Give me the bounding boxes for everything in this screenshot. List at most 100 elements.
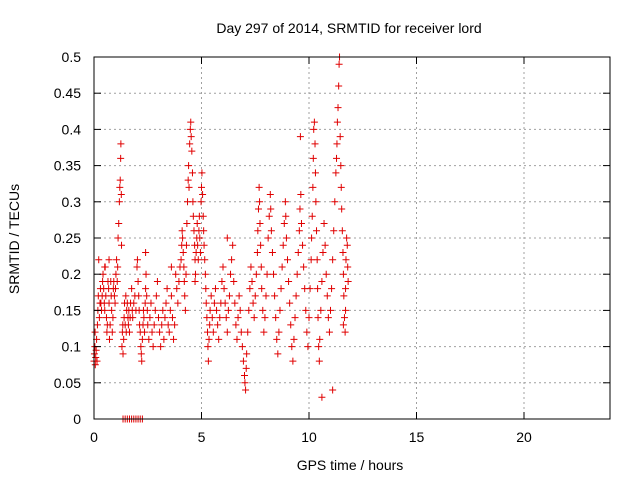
data-point [117, 191, 125, 199]
data-point [297, 191, 305, 199]
data-point [179, 248, 187, 256]
data-point [141, 328, 149, 336]
y-axis-label: SRMTID / TECUs [6, 184, 22, 294]
data-point [150, 321, 158, 329]
data-point [149, 343, 157, 351]
data-point [92, 353, 100, 361]
y-tick-label: 0.35 [54, 158, 81, 174]
data-point [311, 140, 319, 148]
data-point [317, 306, 325, 314]
data-point [165, 328, 173, 336]
data-point [183, 220, 191, 228]
data-point [105, 299, 113, 307]
data-point [294, 248, 302, 256]
data-point [194, 241, 202, 249]
data-point [223, 328, 231, 336]
x-tick-label: 20 [516, 429, 532, 445]
data-point [196, 234, 204, 242]
data-point [299, 241, 307, 249]
data-point [185, 183, 193, 191]
data-point [143, 292, 151, 300]
data-point [167, 263, 175, 271]
data-point [325, 328, 333, 336]
data-point [316, 335, 324, 343]
data-point [153, 277, 161, 285]
data-point [279, 241, 287, 249]
y-tick-label: 0.3 [62, 194, 82, 210]
data-point [174, 299, 182, 307]
data-point [201, 256, 209, 264]
data-point [145, 335, 153, 343]
data-point [342, 306, 350, 314]
data-point [95, 256, 103, 264]
data-point [227, 270, 235, 278]
data-point [338, 227, 346, 235]
data-point [289, 357, 297, 365]
data-point [130, 299, 138, 307]
data-point [171, 321, 179, 329]
data-point [267, 227, 275, 235]
data-point [273, 335, 281, 343]
data-point [342, 285, 350, 293]
data-point [315, 357, 323, 365]
data-point [142, 270, 150, 278]
data-point [206, 321, 214, 329]
data-point [119, 350, 127, 358]
data-point [117, 154, 125, 162]
y-tick-label: 0 [73, 411, 81, 427]
data-point [263, 270, 271, 278]
data-point [148, 328, 156, 336]
data-point [200, 241, 208, 249]
data-point [296, 133, 304, 141]
data-point [156, 328, 164, 336]
x-tick-label: 5 [198, 429, 206, 445]
data-point [182, 270, 190, 278]
data-point [308, 234, 316, 242]
data-point [335, 60, 343, 68]
data-point [93, 321, 101, 329]
data-point [128, 285, 136, 293]
data-points [90, 53, 352, 423]
data-point [207, 292, 215, 300]
data-point [221, 299, 229, 307]
data-point [199, 212, 207, 220]
y-tick-label: 0.15 [54, 302, 81, 318]
data-point [344, 263, 352, 271]
y-tick-label: 0.1 [62, 339, 82, 355]
data-point [146, 314, 154, 322]
data-point [201, 270, 209, 278]
data-point [344, 277, 352, 285]
data-point [305, 314, 313, 322]
data-point [244, 328, 252, 336]
data-point [118, 343, 126, 351]
data-point [170, 335, 178, 343]
data-point [274, 350, 282, 358]
data-point [106, 321, 114, 329]
data-point [122, 292, 130, 300]
data-point [242, 386, 250, 394]
data-point [282, 234, 290, 242]
data-point [152, 292, 160, 300]
data-point [216, 314, 224, 322]
data-point [135, 292, 143, 300]
data-point [142, 285, 150, 293]
data-point [215, 335, 223, 343]
data-point [116, 183, 124, 191]
data-point [193, 220, 201, 228]
data-point [228, 256, 236, 264]
data-point [166, 306, 174, 314]
data-point [177, 256, 185, 264]
data-point [255, 183, 263, 191]
data-point [181, 306, 189, 314]
data-point [239, 357, 247, 365]
data-point [231, 299, 239, 307]
data-point [161, 314, 169, 322]
data-point [214, 321, 222, 329]
data-point [284, 256, 291, 264]
data-point [210, 299, 218, 307]
data-point [181, 292, 189, 300]
data-point [267, 205, 275, 213]
data-point [197, 198, 205, 206]
data-point [343, 241, 351, 249]
data-point [297, 220, 305, 228]
